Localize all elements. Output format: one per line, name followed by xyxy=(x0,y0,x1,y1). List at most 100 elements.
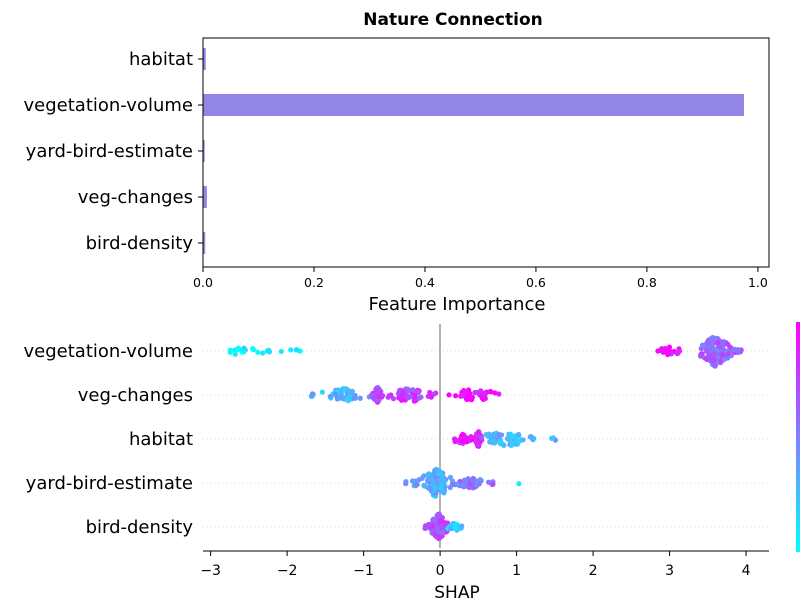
shap-point xyxy=(390,396,396,402)
shap-point xyxy=(708,336,714,342)
shap-point xyxy=(437,477,443,483)
swarm-x-axis-label: SHAP xyxy=(434,583,479,603)
importance-bar xyxy=(203,140,205,162)
swarm-category-label: veg-changes xyxy=(78,385,193,406)
shap-point xyxy=(376,394,382,400)
shap-point xyxy=(506,437,512,443)
shap-point xyxy=(452,438,458,445)
shap-point xyxy=(509,433,515,440)
shap-point xyxy=(437,535,443,541)
bar-x-axis-label: Feature Importance xyxy=(369,294,546,315)
shap-point xyxy=(520,437,526,443)
shap-point xyxy=(488,433,495,440)
shap-point xyxy=(454,481,460,487)
shap-point xyxy=(410,387,416,393)
shap-point xyxy=(461,387,467,394)
bar-x-tick-label: 0.8 xyxy=(637,275,657,290)
shap-point xyxy=(468,434,474,440)
shap-point xyxy=(439,529,445,535)
shap-point xyxy=(465,387,472,393)
shap-point xyxy=(414,482,420,488)
shap-point xyxy=(711,350,718,356)
shap-point xyxy=(431,517,438,523)
colorbar xyxy=(796,322,800,552)
shap-point xyxy=(334,396,340,402)
shap-point xyxy=(436,511,442,517)
shap-point xyxy=(319,389,325,395)
shap-point xyxy=(347,394,353,400)
shap-point xyxy=(438,523,444,529)
bar-category-label: bird-density xyxy=(86,233,194,254)
shap-point xyxy=(432,468,438,474)
shap-point xyxy=(721,356,728,362)
swarm-x-tick-label: 4 xyxy=(742,563,751,579)
shap-point xyxy=(432,484,438,490)
importance-bar xyxy=(203,48,206,70)
shap-point xyxy=(278,348,284,355)
importance-bar xyxy=(203,94,745,116)
shap-point xyxy=(482,391,488,397)
shap-point xyxy=(515,431,522,438)
shap-point xyxy=(446,392,452,398)
shap-point xyxy=(490,481,496,487)
shap-point xyxy=(497,438,503,445)
swarm-x-tick-label: −1 xyxy=(353,563,374,579)
shap-point xyxy=(412,397,418,403)
shap-point xyxy=(721,341,727,347)
shap-point xyxy=(705,340,711,347)
importance-bar xyxy=(203,232,206,254)
shap-point xyxy=(733,347,740,353)
shap-point xyxy=(396,387,403,394)
shap-point xyxy=(428,394,434,400)
shap-point xyxy=(260,350,266,356)
shap-point xyxy=(411,478,418,484)
shap-point xyxy=(462,480,468,486)
shap-point xyxy=(698,353,704,359)
bar-x-tick-label: 0.4 xyxy=(415,275,435,290)
shap-point xyxy=(255,349,261,355)
importance-bar-chart: habitat vegetation-volume yard-bird-estima… xyxy=(24,37,770,315)
shap-point xyxy=(415,389,422,396)
shap-point xyxy=(419,475,425,481)
shap-point xyxy=(338,394,344,400)
shap-point xyxy=(423,525,429,531)
shap-point xyxy=(352,393,358,400)
swarm-x-tick-label: 1 xyxy=(512,563,521,579)
shap-point xyxy=(435,527,441,533)
shap-point xyxy=(482,395,488,402)
shap-point xyxy=(418,394,424,400)
shap-point xyxy=(370,395,376,401)
shap-point xyxy=(333,391,339,397)
shap-point xyxy=(711,357,717,363)
shap-point xyxy=(460,431,466,437)
shap-point xyxy=(232,351,238,357)
shap-point xyxy=(707,345,713,351)
shap-point xyxy=(327,393,333,400)
shap-point xyxy=(427,389,433,396)
bar-category-label: habitat xyxy=(129,49,193,70)
shap-point xyxy=(488,389,494,395)
shap-point xyxy=(452,524,459,530)
shap-point xyxy=(472,389,478,396)
swarm-category-label: bird-density xyxy=(86,517,194,538)
bar-category-label: vegetation-volume xyxy=(24,95,194,116)
shap-point xyxy=(398,394,404,400)
shap-point xyxy=(241,345,247,351)
shap-point xyxy=(227,347,233,353)
shap-point xyxy=(490,439,496,445)
shap-point xyxy=(403,481,409,487)
shap-point xyxy=(676,348,683,354)
shap-point xyxy=(430,478,436,484)
shap-point xyxy=(460,393,466,399)
importance-bar xyxy=(203,186,207,208)
bar-category-label: yard-bird-estimate xyxy=(26,141,193,162)
swarm-x-tick-label: 0 xyxy=(436,563,445,579)
shap-point xyxy=(470,476,477,482)
shap-point xyxy=(412,392,418,398)
shap-point xyxy=(528,434,534,440)
shap-point xyxy=(701,343,708,349)
shap-point xyxy=(725,350,731,357)
shap-point xyxy=(716,344,722,351)
shap-point xyxy=(704,348,710,354)
shap-point xyxy=(478,435,485,441)
